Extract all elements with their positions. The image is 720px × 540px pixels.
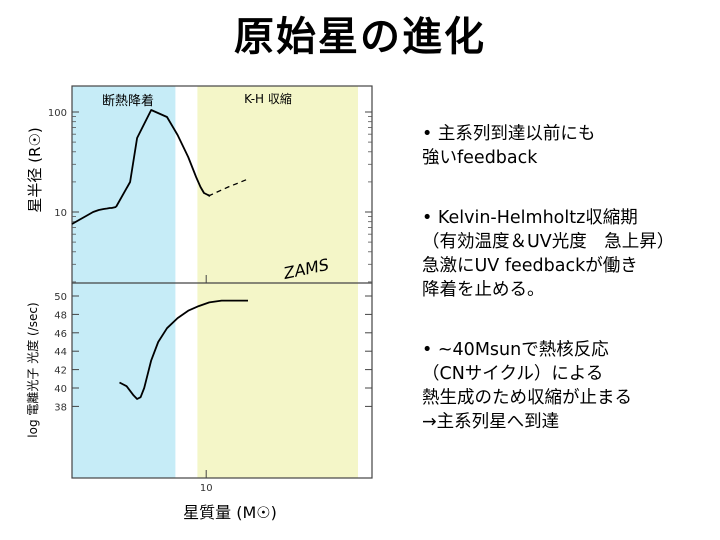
y-tick-label-luminosity: 44	[54, 347, 67, 358]
radius-curve-segment-2	[115, 109, 211, 208]
bullet-cn-cycle: • ~40Msunで熱核反応 （CNサイクル）による 熱生成のため収縮が止まる …	[422, 338, 714, 434]
bullet-line: →主系列星へ到達	[422, 412, 560, 432]
zams-dashed-line	[208, 178, 249, 197]
y-tick-label-luminosity: 46	[54, 329, 67, 340]
region-label-kh-contraction: K-H 収縮	[244, 91, 292, 106]
bullet-line: • ~40Msunで熱核反応	[422, 340, 609, 360]
y-tick-label-luminosity: 48	[54, 310, 67, 321]
bullet-list: • 主系列到達以前にも 強いfeedback • Kelvin-Helmholt…	[422, 122, 714, 470]
bullet-line: • 主系列到達以前にも	[422, 124, 596, 144]
bullet-line: 急激にUV feedbackが働き	[422, 256, 638, 276]
region-label-adiabatic-accretion: 断熱降着	[102, 93, 154, 109]
y-tick-label-luminosity: 42	[54, 366, 67, 377]
bullet-line: （有効温度＆UV光度 急上昇）	[422, 232, 675, 252]
x-tick-label: 10	[200, 483, 213, 494]
y-tick-label-radius: 100	[48, 108, 67, 119]
bullet-line: 強いfeedback	[422, 148, 538, 168]
y-tick-label-luminosity: 38	[54, 402, 67, 413]
bullet-line: 熱生成のため収縮が止まる	[422, 388, 632, 408]
bullet-line: （CNサイクル）による	[422, 364, 604, 384]
region-adiabatic-accretion	[72, 86, 176, 478]
bullet-line: 降着を止める。	[422, 280, 545, 300]
y-axis-label-radius: 星半径 (R☉)	[26, 127, 44, 212]
y-axis-label-luminosity: log 電離光子 光度 (/sec)	[25, 302, 40, 437]
luminosity-curve-1	[119, 299, 248, 400]
y-tick-label-luminosity: 40	[54, 384, 67, 395]
region-kh-contraction	[197, 86, 358, 478]
bullet-kh-contraction: • Kelvin-Helmholtz収縮期 （有効温度＆UV光度 急上昇） 急激…	[422, 206, 714, 302]
y-tick-label-luminosity: 50	[54, 292, 67, 303]
slide-title: 原始星の進化	[234, 14, 486, 60]
radius-curve-segment-1	[71, 206, 117, 225]
bullet-feedback-before-ms: • 主系列到達以前にも 強いfeedback	[422, 122, 714, 170]
bullet-line: • Kelvin-Helmholtz収縮期	[422, 208, 638, 228]
x-axis-label: 星質量 (M☉)	[183, 503, 277, 522]
y-tick-label-radius: 10	[54, 208, 67, 219]
